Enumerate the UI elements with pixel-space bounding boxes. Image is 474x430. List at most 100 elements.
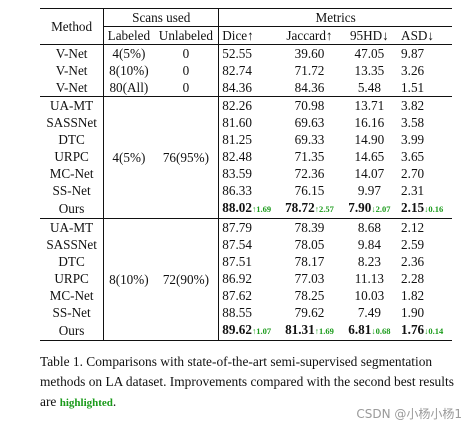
header-asd: ASD↓: [401, 28, 435, 43]
cell-labeled: 8(10%): [109, 63, 149, 78]
table-row: SS-Net 86.33 76.15 9.97 2.31: [40, 182, 452, 199]
cell-jaccard: 81.31↑1.69: [278, 321, 341, 341]
cell-dice: 82.74: [222, 63, 252, 78]
cell-asd: 2.59: [401, 237, 425, 252]
cell-unlabeled: 0: [153, 62, 220, 79]
cell-asd: 2.31: [401, 183, 425, 198]
cell-dice: 82.48: [222, 149, 252, 164]
cell-unlabeled: 0: [153, 44, 220, 62]
value-dice: 88.02: [222, 200, 252, 215]
cell-95hd: 14.90: [354, 132, 385, 147]
table-row: MC-Net 87.62 78.25 10.03 1.82: [40, 287, 452, 304]
cell-method: DTC: [40, 253, 105, 270]
cell-method: URPC: [40, 148, 105, 165]
cell-method: V-Net: [40, 44, 105, 62]
table-row: DTC 81.25 69.33 14.90 3.99: [40, 131, 452, 148]
improvement-asd: ↓0.14: [424, 326, 444, 336]
cell-jaccard: 69.33: [294, 132, 325, 147]
cell-method: MC-Net: [40, 287, 105, 304]
cell-dice: 87.54: [222, 237, 252, 252]
cell-jaccard: 78.39: [278, 218, 341, 236]
cell-unlabeled-group: 72(90%): [153, 218, 220, 341]
results-table-container: Method Scans used Metrics Labeled Unlabe…: [40, 8, 452, 341]
table-row: SASSNet 87.54 78.05 9.84 2.59: [40, 236, 452, 253]
cell-dice: 89.62↑1.07: [218, 321, 279, 341]
cell-95hd: 13.35: [354, 63, 385, 78]
improvement-jaccard: ↑2.57: [314, 204, 334, 214]
cell-dice: 52.55: [218, 44, 279, 62]
watermark: CSDN @小杨小杨1: [356, 407, 462, 421]
table-row-ours: Ours 89.62↑1.07 81.31↑1.69 6.81↓0.68 1.7…: [40, 321, 452, 341]
cell-95hd: 11.13: [354, 271, 384, 286]
cell-dice: 87.62: [222, 288, 252, 303]
cell-jaccard: 71.72: [294, 63, 325, 78]
cell-asd: 3.65: [401, 149, 425, 164]
cell-jaccard: 69.63: [294, 115, 325, 130]
improvement-jaccard: ↑1.69: [314, 326, 334, 336]
cell-jaccard: 79.62: [294, 305, 325, 320]
cell-95hd: 5.48: [357, 80, 381, 95]
cell-95hd: 8.68: [340, 218, 399, 236]
improvement-95hd: ↓0.68: [371, 326, 391, 336]
table-row-ours: Ours 88.02↑1.69 78.72↑2.57 7.90↓2.07 2.1…: [40, 199, 452, 219]
table-row: V-Net 80(All) 0 84.36 84.36 5.48 1.51: [40, 79, 452, 97]
cell-asd: 3.82: [398, 96, 452, 114]
value-asd: 2.15: [401, 200, 425, 215]
caption-highlight: highlighted: [59, 397, 113, 409]
table-row: SS-Net 88.55 79.62 7.49 1.90: [40, 304, 452, 321]
cell-dice: 87.51: [222, 254, 252, 269]
cell-method: Ours: [40, 321, 105, 341]
cell-jaccard: 70.98: [278, 96, 341, 114]
cell-method: SASSNet: [40, 114, 105, 131]
cell-dice: 84.36: [222, 80, 252, 95]
cell-labeled: 80(All): [109, 80, 149, 95]
cell-method: SS-Net: [40, 182, 105, 199]
cell-jaccard: 78.17: [294, 254, 325, 269]
cell-jaccard: 78.05: [294, 237, 325, 252]
cell-unlabeled-group: 76(95%): [153, 96, 220, 219]
header-dice: Dice↑: [222, 28, 254, 43]
cell-95hd: 7.90↓2.07: [341, 199, 398, 219]
cell-dice: 88.55: [222, 305, 252, 320]
cell-95hd: 47.05: [340, 44, 399, 62]
table-row: V-Net 4(5%) 0 52.55 39.60 47.05 9.87: [40, 44, 452, 62]
cell-jaccard: 77.03: [294, 271, 325, 286]
cell-95hd: 8.23: [357, 254, 381, 269]
header-jaccard: Jaccard↑: [286, 28, 333, 43]
improvement-dice: ↑1.07: [251, 326, 272, 336]
cell-jaccard: 39.60: [278, 44, 341, 62]
cell-dice: 81.25: [222, 132, 252, 147]
table-row: SASSNet 81.60 69.63 16.16 3.58: [40, 114, 452, 131]
cell-jaccard: 84.36: [294, 80, 325, 95]
caption-text: Table 1. Comparisons with state-of-the-a…: [40, 354, 454, 409]
cell-95hd: 14.07: [354, 166, 385, 181]
header-labeled: Labeled: [107, 28, 151, 43]
header-scans-used: Scans used: [103, 8, 220, 27]
cell-method: DTC: [40, 131, 105, 148]
cell-asd: 2.12: [398, 218, 452, 236]
cell-method: UA-MT: [40, 96, 105, 114]
cell-asd: 1.76↓0.14: [398, 321, 452, 341]
cell-dice: 86.92: [222, 271, 252, 286]
cell-95hd: 9.97: [357, 183, 381, 198]
value-95hd: 6.81: [348, 322, 372, 337]
value-jaccard: 81.31: [285, 322, 315, 337]
cell-95hd: 16.16: [354, 115, 385, 130]
cell-dice: 83.59: [222, 166, 252, 181]
cell-asd: 2.15↓0.16: [398, 199, 452, 219]
cell-method: UA-MT: [40, 218, 105, 236]
cell-asd: 3.26: [401, 63, 425, 78]
header-metrics: Metrics: [218, 8, 452, 27]
cell-method: MC-Net: [40, 165, 105, 182]
cell-jaccard: 78.25: [294, 288, 325, 303]
cell-jaccard: 76.15: [294, 183, 325, 198]
cell-asd: 3.58: [401, 115, 425, 130]
cell-asd: 2.28: [401, 271, 425, 286]
cell-95hd: 13.71: [340, 96, 399, 114]
header-unlabeled: Unlabeled: [153, 26, 220, 45]
table-row: V-Net 8(10%) 0 82.74 71.72 13.35 3.26: [40, 62, 452, 79]
value-dice: 89.62: [222, 322, 252, 337]
cell-jaccard: 78.72↑2.57: [278, 199, 340, 219]
cell-unlabeled: 0: [153, 79, 220, 97]
table-caption: Table 1. Comparisons with state-of-the-a…: [40, 352, 460, 413]
